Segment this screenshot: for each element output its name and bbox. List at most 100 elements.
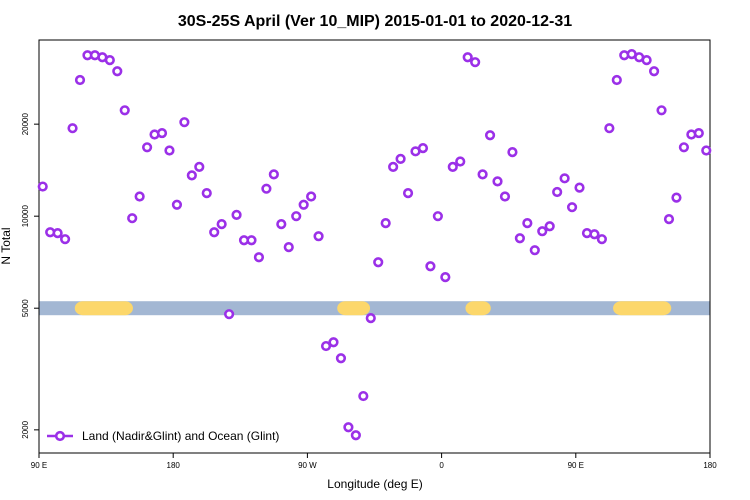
legend-label: Land (Nadir&Glint) and Ocean (Glint): [82, 429, 279, 443]
data-point: [470, 57, 481, 68]
data-point: [253, 252, 265, 263]
data-point: [544, 221, 555, 232]
data-point: [298, 199, 309, 210]
data-point: [388, 161, 399, 172]
x-tick-label: 90 E: [568, 461, 584, 470]
band-highlight: [337, 301, 371, 316]
data-point: [365, 313, 376, 324]
data-point: [104, 55, 115, 66]
data-point: [440, 272, 451, 283]
x-axis-label: Longitude (deg E): [327, 477, 422, 491]
data-point: [589, 229, 600, 240]
data-point: [37, 181, 48, 192]
data-point: [455, 156, 466, 167]
y-tick-label: 10000: [21, 205, 30, 228]
data-point: [142, 142, 153, 153]
x-tick-label: 0: [439, 461, 444, 470]
x-tick-label: 90 W: [298, 461, 317, 470]
y-tick-label: 20000: [21, 112, 30, 135]
data-point: [447, 161, 458, 172]
data-point: [119, 105, 130, 116]
data-point: [514, 233, 525, 244]
data-point: [350, 430, 361, 441]
data-point: [261, 183, 272, 194]
data-point: [611, 74, 622, 86]
data-point: [112, 66, 123, 77]
data-point: [656, 105, 667, 116]
x-tick-label: 90 E: [31, 461, 47, 470]
data-point: [127, 213, 138, 224]
data-point: [648, 66, 660, 77]
data-point: [678, 142, 690, 153]
chart-title: 30S-25S April (Ver 10_MIP) 2015-01-01 to…: [178, 13, 572, 30]
data-point: [276, 219, 287, 230]
data-point: [164, 145, 175, 156]
data-point: [484, 130, 496, 141]
data-point: [641, 55, 652, 66]
data-point: [231, 209, 242, 220]
data-point: [499, 191, 511, 202]
data-point: [186, 170, 197, 181]
data-point: [306, 191, 317, 202]
data-point: [522, 218, 533, 229]
data-point: [283, 242, 294, 253]
data-point: [402, 187, 414, 199]
data-point: [52, 228, 63, 239]
data-point: [477, 169, 488, 180]
x-tick-label: 180: [167, 461, 181, 470]
data-point: [179, 117, 190, 128]
data-point: [74, 74, 86, 86]
data-point: [574, 182, 585, 193]
data-point: [291, 211, 302, 222]
band-highlight: [465, 301, 491, 316]
data-point: [224, 309, 235, 320]
data-point: [343, 422, 354, 433]
data-point: [268, 169, 279, 180]
data-point: [358, 390, 369, 402]
x-tick-label: 180: [703, 461, 717, 470]
data-point: [693, 127, 704, 139]
data-point: [417, 143, 429, 154]
band: [39, 301, 710, 316]
data-point: [395, 153, 406, 164]
data-point: [67, 123, 78, 134]
data-point: [320, 340, 332, 352]
data-point: [380, 218, 391, 229]
data-point: [313, 231, 324, 242]
data-point: [209, 227, 220, 238]
data-point: [671, 192, 682, 203]
data-point: [194, 161, 205, 172]
data-point: [566, 202, 578, 213]
data-point: [559, 173, 570, 184]
data-point: [373, 257, 384, 268]
data-point: [507, 147, 518, 158]
data-point: [425, 261, 436, 272]
data-point: [216, 219, 227, 230]
data-point: [552, 186, 563, 198]
data-point: [432, 211, 443, 222]
data-point: [134, 191, 145, 202]
data-point: [701, 145, 712, 156]
y-tick-label: 2000: [21, 420, 30, 438]
data-point: [201, 187, 212, 199]
data-point: [59, 234, 71, 245]
data-point: [537, 226, 548, 237]
data-point: [246, 235, 257, 246]
data-point: [663, 214, 675, 225]
y-tick-label: 5000: [21, 299, 30, 317]
data-point: [171, 199, 183, 210]
plot-frame: [38, 39, 711, 454]
data-point: [596, 234, 607, 245]
legend-marker: [54, 430, 66, 442]
band-highlight: [74, 301, 133, 316]
data-point: [492, 176, 503, 187]
data-point: [335, 353, 347, 364]
data-point: [328, 337, 339, 348]
data-point: [529, 245, 540, 256]
data-point: [462, 52, 473, 63]
data-point: [604, 123, 615, 134]
band-highlight: [613, 301, 672, 316]
data-point: [156, 127, 168, 139]
y-axis-label: N Total: [0, 227, 13, 264]
